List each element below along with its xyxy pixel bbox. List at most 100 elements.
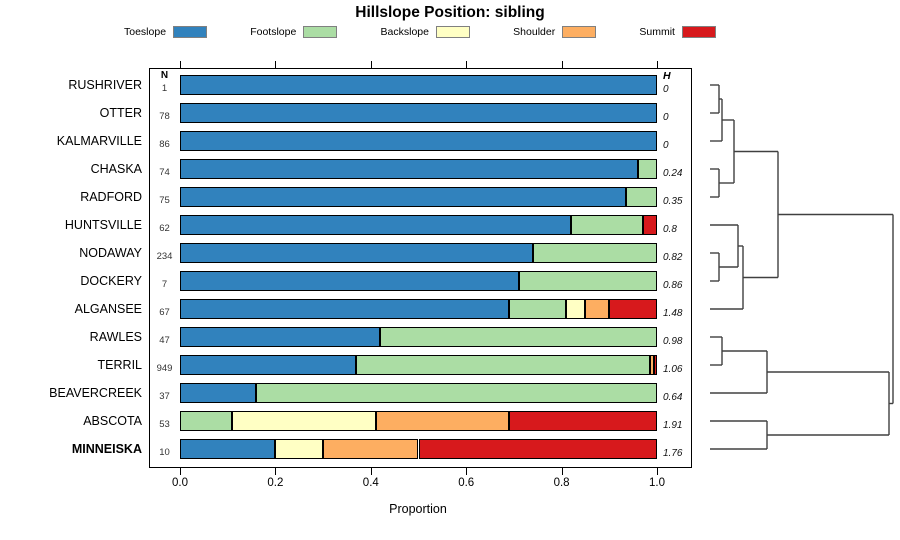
legend: Toeslope Footslope Backslope Shoulder Summit <box>124 24 716 40</box>
top-tick <box>180 61 181 68</box>
row-n-value: 62 <box>159 223 170 234</box>
top-tick <box>657 61 658 68</box>
legend-item-toeslope: Toeslope <box>124 26 208 38</box>
x-tick-label: 0.2 <box>267 477 284 489</box>
legend-item-backslope: Backslope <box>381 26 470 38</box>
stacked-bar <box>180 243 657 263</box>
row-n-value: 10 <box>159 447 170 458</box>
bar-segment-footslope <box>626 187 657 207</box>
legend-item-footslope: Footslope <box>250 26 338 38</box>
legend-item-summit: Summit <box>639 26 716 38</box>
row-n-value: 7 <box>161 279 168 290</box>
bar-segment-toeslope <box>180 271 519 291</box>
bottom-tick <box>370 468 372 475</box>
bar-segment-footslope <box>380 327 657 347</box>
stacked-bar <box>180 355 657 375</box>
row-label: NODAWAY <box>79 246 142 260</box>
legend-swatch <box>303 26 338 38</box>
stacked-bar <box>180 327 657 347</box>
legend-swatch <box>435 26 470 38</box>
bar-segment-shoulder <box>585 299 610 319</box>
bottom-tick <box>275 468 277 475</box>
bar-segment-toeslope <box>180 243 533 263</box>
bottom-tick <box>657 468 658 475</box>
bar-segment-footslope <box>356 355 650 375</box>
row-n-value: 74 <box>159 167 170 178</box>
row-label: ALGANSEE <box>74 302 142 316</box>
bar-segment-summit <box>609 299 657 319</box>
bar-segment-backslope <box>566 299 586 319</box>
row-h-value: 0.24 <box>663 168 683 179</box>
bar-segment-backslope <box>232 411 376 431</box>
bar-segment-footslope <box>256 383 657 403</box>
row-h-value: 0.35 <box>663 196 683 207</box>
n-column-header: N <box>160 70 169 81</box>
bar-segment-backslope <box>275 439 324 459</box>
legend-label: Shoulder <box>513 26 556 38</box>
row-label: RUSHRIVER <box>68 78 142 92</box>
row-label: RADFORD <box>80 190 142 204</box>
legend-label: Summit <box>639 26 675 38</box>
legend-item-shoulder: Shoulder <box>513 26 597 38</box>
row-h-value: 0.98 <box>663 336 683 347</box>
bar-segment-footslope <box>532 243 657 263</box>
stacked-bar <box>180 411 657 431</box>
bar-segment-summit <box>418 439 657 459</box>
row-h-value: 0.8 <box>663 224 677 235</box>
bar-segment-toeslope <box>180 215 572 235</box>
top-tick <box>466 61 468 68</box>
row-label: ABSCOTA <box>83 414 142 428</box>
bar-segment-summit <box>642 215 657 235</box>
bar-segment-toeslope <box>180 439 276 459</box>
x-tick-label: 0.8 <box>553 477 570 489</box>
row-label: TERRIL <box>97 358 142 372</box>
row-n-value: 67 <box>159 307 170 318</box>
bar-segment-toeslope <box>180 355 357 375</box>
x-tick-label: 1.0 <box>649 477 665 489</box>
row-label: KALMARVILLE <box>56 134 142 148</box>
top-tick <box>275 61 277 68</box>
x-tick-label: 0.4 <box>362 477 379 489</box>
stacked-bar <box>180 75 657 95</box>
x-axis-label: Proportion <box>389 502 447 516</box>
bar-segment-shoulder <box>375 411 510 431</box>
bar-segment-footslope <box>509 299 567 319</box>
row-h-value: 1.06 <box>663 364 683 375</box>
row-h-value: 0 <box>663 84 669 95</box>
row-n-value: 949 <box>156 363 173 374</box>
bar-segment-footslope <box>637 159 657 179</box>
row-label: BEAVERCREEK <box>49 386 142 400</box>
row-n-value: 1 <box>161 83 168 94</box>
stacked-bar <box>180 187 657 207</box>
row-h-value: 1.48 <box>663 308 683 319</box>
legend-swatch <box>681 26 716 38</box>
row-n-value: 75 <box>159 195 170 206</box>
row-h-value: 0 <box>663 112 669 123</box>
bar-segment-toeslope <box>180 103 657 123</box>
bottom-tick <box>561 468 563 475</box>
row-n-value: 47 <box>159 335 170 346</box>
bar-segment-toeslope <box>180 159 638 179</box>
row-n-value: 53 <box>159 419 170 430</box>
top-tick <box>370 61 372 68</box>
row-n-value: 234 <box>156 251 173 262</box>
legend-label: Toeslope <box>124 26 167 38</box>
row-h-value: 0.82 <box>663 252 683 263</box>
bar-segment-footslope <box>571 215 643 235</box>
row-n-value: 86 <box>159 139 170 150</box>
bar-segment-toeslope <box>180 131 657 151</box>
bar-segment-toeslope <box>180 383 257 403</box>
x-tick-label: 0.0 <box>172 477 188 489</box>
bar-segment-toeslope <box>180 75 657 95</box>
legend-swatch <box>562 26 597 38</box>
row-n-value: 78 <box>159 111 170 122</box>
row-label: RAWLES <box>89 330 142 344</box>
row-n-value: 37 <box>159 391 170 402</box>
bar-segment-footslope <box>180 411 233 431</box>
chart-title: Hillslope Position: sibling <box>355 4 545 21</box>
top-tick <box>561 61 563 68</box>
legend-swatch <box>173 26 208 38</box>
legend-label: Backslope <box>380 26 429 38</box>
